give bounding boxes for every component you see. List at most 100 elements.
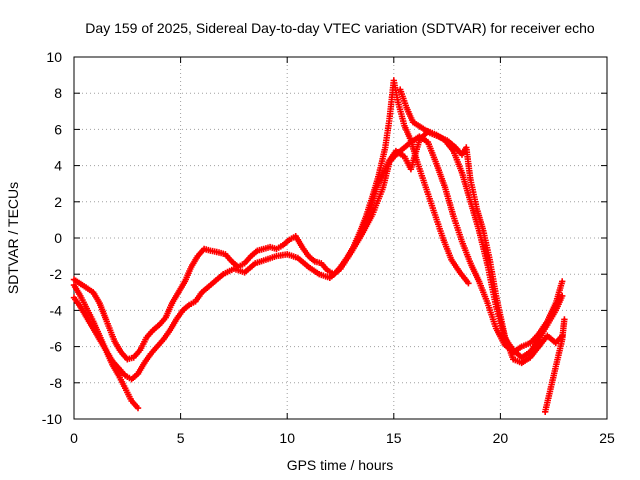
data-point bbox=[230, 260, 234, 263]
data-point bbox=[339, 267, 342, 271]
data-point bbox=[275, 247, 278, 251]
data-point bbox=[452, 149, 455, 153]
data-point bbox=[488, 258, 492, 262]
data-point bbox=[157, 323, 161, 327]
data-point bbox=[275, 254, 278, 258]
data-point bbox=[450, 258, 453, 262]
data-point bbox=[403, 155, 406, 159]
data-point bbox=[556, 356, 560, 359]
data-point bbox=[243, 271, 247, 274]
data-point bbox=[145, 336, 148, 339]
data-point bbox=[403, 124, 406, 128]
data-point bbox=[528, 356, 532, 359]
data-point bbox=[443, 185, 447, 189]
axis-ticks: 0 5 10 15 20 25 -10 -8 -6 -4 -2 0 2 4 6 8 10 bbox=[42, 49, 615, 446]
data-point bbox=[469, 200, 472, 204]
data-point bbox=[481, 229, 485, 233]
data-point bbox=[460, 171, 464, 175]
data-point bbox=[548, 392, 551, 396]
data-point bbox=[91, 290, 95, 294]
data-point bbox=[368, 207, 372, 211]
data-point bbox=[537, 345, 541, 348]
data-point bbox=[520, 345, 524, 348]
series-satellite-track-5 bbox=[397, 86, 566, 367]
data-point bbox=[181, 309, 185, 312]
data-point bbox=[452, 214, 455, 218]
data-point bbox=[187, 303, 191, 307]
y-tick-label: 0 bbox=[54, 230, 62, 246]
data-point bbox=[232, 267, 236, 271]
data-point bbox=[91, 319, 95, 323]
data-point bbox=[545, 323, 549, 327]
plot-frame bbox=[73, 56, 608, 420]
data-point bbox=[477, 229, 481, 233]
data-point bbox=[458, 271, 462, 274]
data-point bbox=[136, 406, 140, 410]
data-point bbox=[113, 339, 116, 343]
data-point bbox=[104, 318, 108, 321]
data-point bbox=[138, 348, 142, 352]
data-point bbox=[388, 158, 391, 162]
data-point bbox=[477, 280, 481, 283]
data-point bbox=[155, 345, 159, 348]
data-point bbox=[552, 374, 556, 377]
y-tick-label: 8 bbox=[54, 85, 62, 101]
data-point bbox=[420, 126, 423, 129]
y-tick-label: -4 bbox=[50, 302, 63, 318]
y-tick-label: -8 bbox=[50, 375, 63, 391]
data-point bbox=[409, 167, 413, 171]
data-point bbox=[98, 301, 101, 305]
data-point bbox=[85, 316, 89, 319]
data-point bbox=[211, 281, 215, 285]
data-point bbox=[125, 357, 129, 361]
y-tick-label: -2 bbox=[50, 266, 63, 282]
data-point bbox=[563, 318, 566, 321]
x-tick-label: 20 bbox=[493, 430, 509, 446]
data-point bbox=[111, 363, 114, 367]
series-satellite-track-6 bbox=[542, 316, 568, 415]
data-point bbox=[143, 361, 146, 365]
data-point bbox=[349, 251, 353, 254]
data-point bbox=[543, 410, 547, 414]
data-point bbox=[394, 149, 398, 153]
data-point bbox=[469, 178, 472, 182]
data-point bbox=[437, 135, 440, 139]
data-point bbox=[296, 256, 300, 260]
data-point bbox=[388, 117, 391, 120]
data-point bbox=[317, 272, 321, 276]
data-point bbox=[177, 290, 180, 294]
data-point bbox=[381, 185, 385, 189]
x-tick-label: 25 bbox=[599, 430, 615, 446]
data-point bbox=[224, 252, 227, 256]
data-point bbox=[256, 249, 259, 253]
x-tick-label: 0 bbox=[70, 430, 78, 446]
data-point bbox=[418, 138, 421, 142]
data-point bbox=[202, 247, 206, 251]
data-point bbox=[411, 120, 415, 124]
data-point bbox=[400, 147, 404, 151]
y-axis-label: SDTVAR / TECUs bbox=[5, 182, 21, 294]
y-tick-label: 10 bbox=[46, 49, 62, 65]
data-point bbox=[313, 260, 317, 263]
data-point bbox=[392, 79, 396, 82]
data-point bbox=[503, 334, 507, 338]
data-point bbox=[432, 211, 436, 215]
data-point bbox=[560, 280, 564, 283]
data-point bbox=[268, 245, 272, 249]
data-point bbox=[183, 280, 187, 283]
data-point bbox=[200, 290, 204, 294]
data-point bbox=[104, 348, 108, 352]
data-point bbox=[560, 338, 564, 341]
y-tick-label: 6 bbox=[54, 121, 62, 137]
data-point bbox=[494, 294, 498, 298]
data-point bbox=[460, 240, 464, 244]
data-point bbox=[494, 327, 498, 330]
data-point bbox=[441, 236, 445, 240]
data-point bbox=[72, 278, 76, 281]
data-point bbox=[136, 372, 140, 376]
data-point bbox=[72, 283, 76, 287]
data-point bbox=[467, 281, 470, 285]
data-point bbox=[328, 276, 332, 280]
data-point bbox=[174, 318, 178, 321]
data-point bbox=[287, 238, 291, 242]
